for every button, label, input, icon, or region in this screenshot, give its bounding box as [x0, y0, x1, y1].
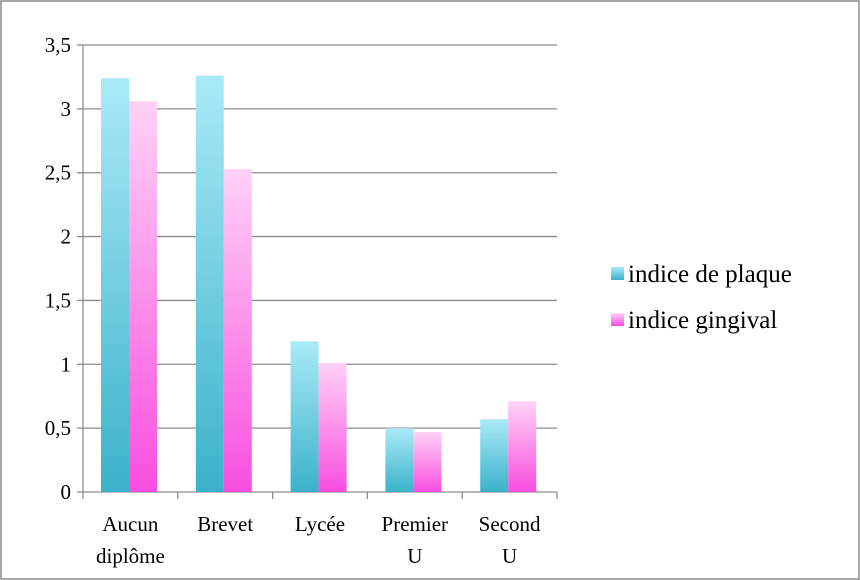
y-tick-label: 0,5	[45, 416, 71, 440]
bar-plaque	[480, 419, 509, 492]
gridlines	[83, 44, 557, 429]
y-tick-label: 2	[61, 225, 72, 249]
x-category-label: Aucun	[102, 512, 158, 536]
y-tick-label: 2,5	[45, 161, 71, 185]
x-category-label: Lycée	[295, 512, 345, 536]
y-tick-label: 0	[61, 480, 72, 504]
y-tick-label: 3	[61, 97, 72, 121]
legend-label: indice de plaque	[628, 261, 792, 288]
bar-gingival	[129, 101, 157, 493]
axis-labels: 0 0,5 1 1,5 2 2,5 3 3,5 Aucun diplôme Brevet Lycée P…	[45, 33, 541, 568]
x-category-label: U	[407, 544, 422, 568]
y-tick-label: 1,5	[45, 288, 71, 312]
x-category-label: U	[502, 544, 517, 568]
legend-label: indice gingival	[628, 307, 777, 334]
legend: indice de plaque indice gingival	[611, 261, 792, 334]
bar-gingival	[413, 431, 442, 492]
bar-plaque	[385, 428, 414, 492]
y-tick-label: 1	[61, 352, 72, 376]
legend-swatch-gingival	[611, 313, 624, 326]
x-category-label: Brevet	[197, 512, 253, 536]
bar-plaque	[195, 75, 224, 492]
bar-gingival	[318, 363, 347, 492]
bars	[101, 75, 537, 493]
bar-plaque	[101, 78, 129, 492]
bar-gingival	[223, 168, 252, 492]
x-category-label: diplôme	[96, 544, 165, 568]
bar-gingival	[508, 401, 537, 492]
y-tick-label: 3,5	[45, 33, 71, 57]
bar-plaque	[290, 341, 319, 492]
x-category-label: Premier	[382, 512, 448, 536]
x-category-label: Second	[479, 512, 541, 536]
legend-swatch-plaque	[611, 267, 624, 280]
